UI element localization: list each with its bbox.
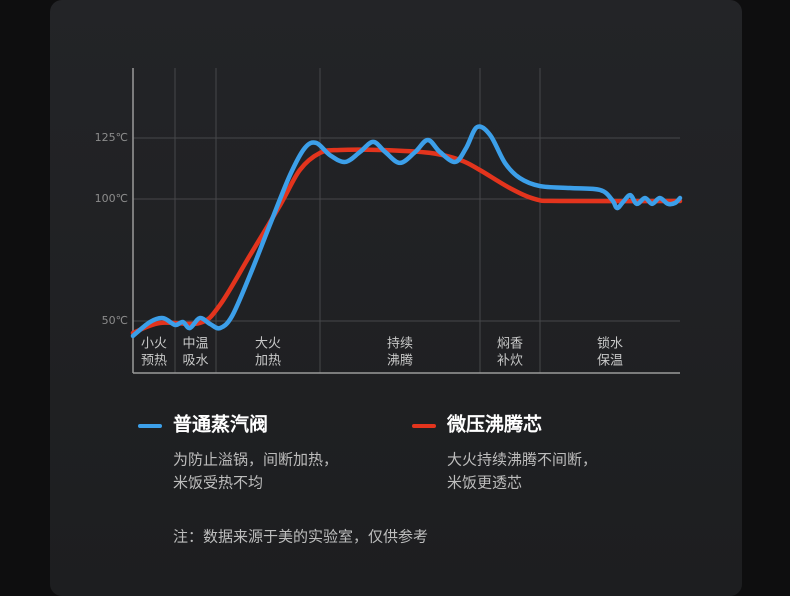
phase-label: 焖香	[497, 337, 523, 352]
phase-label: 锁水	[597, 336, 623, 352]
y-tick-label: 125℃	[95, 131, 128, 144]
phase-label: 加热	[255, 354, 281, 369]
legend-description: 米饭受热不均	[173, 474, 263, 492]
y-tick-label: 50℃	[102, 314, 128, 327]
phase-label: 补炊	[497, 354, 523, 369]
series-line	[130, 124, 683, 339]
series-line	[130, 147, 683, 336]
panel	[50, 0, 742, 596]
phase-label: 吸水	[182, 354, 208, 369]
legend-description: 大火持续沸腾不间断，	[447, 451, 597, 469]
phase-label: 大火	[255, 337, 281, 352]
note: 注：数据来源于美的实验室，仅供参考	[173, 528, 428, 546]
legend-description: 米饭更透芯	[447, 474, 522, 492]
legend-label: 微压沸腾芯	[446, 413, 542, 436]
phase-label: 持续	[387, 337, 413, 352]
phase-label: 沸腾	[387, 353, 413, 369]
phase-label: 保温	[597, 354, 623, 369]
phase-label: 中温	[182, 337, 208, 352]
phase-label: 预热	[141, 354, 167, 369]
legend-description: 为防止溢锅，间断加热，	[173, 451, 338, 469]
phase-label: 小火	[141, 337, 167, 352]
legend-label: 普通蒸汽阀	[173, 413, 268, 436]
y-tick-label: 100℃	[95, 192, 128, 205]
